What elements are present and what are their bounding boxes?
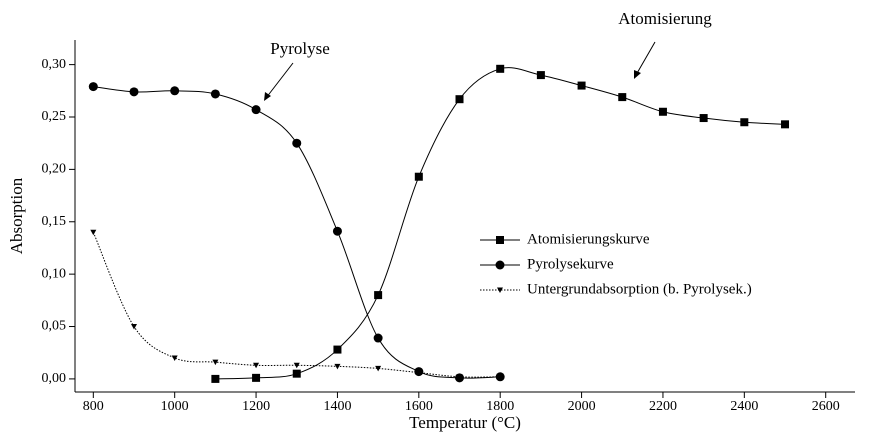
x-tick-label: 2000: [568, 399, 596, 414]
data-point: [292, 369, 301, 378]
data-point: [414, 172, 423, 181]
data-point: [497, 374, 504, 380]
data-point: [781, 120, 790, 129]
y-tick-label: 0,05: [42, 319, 67, 334]
data-point: [415, 370, 422, 376]
data-point: [618, 93, 627, 102]
legend-marker: [497, 287, 503, 293]
x-axis-label: Temperatur (°C): [409, 413, 521, 432]
series-line: [92, 232, 501, 378]
data-point: [496, 64, 505, 73]
data-point: [374, 291, 383, 300]
annotation-arrow: [265, 62, 294, 99]
data-point: [210, 89, 220, 99]
data-point: [292, 138, 302, 148]
legend-marker: [495, 260, 505, 270]
data-point: [455, 95, 464, 104]
series-line: [93, 86, 501, 379]
y-tick-label: 0,10: [42, 266, 67, 281]
data-point: [211, 374, 220, 383]
data-point: [334, 363, 341, 370]
annotation-arrowhead: [264, 92, 271, 101]
data-point: [699, 114, 708, 123]
data-point: [130, 324, 137, 330]
y-tick-label: 0,30: [42, 57, 67, 72]
x-tick-label: 1800: [486, 399, 514, 414]
legend-label: Untergrundabsorption (b. Pyrolysek.): [527, 281, 752, 297]
annotation-arrow: [635, 41, 656, 76]
data-point: [252, 373, 261, 382]
data-point: [170, 86, 180, 96]
x-tick-label: 1000: [161, 399, 189, 414]
data-point: [577, 81, 586, 90]
x-tick-label: 2200: [649, 399, 677, 414]
data-point: [90, 229, 97, 236]
data-point: [332, 226, 342, 236]
y-axis-label: Absorption: [7, 177, 26, 254]
x-tick-label: 1600: [405, 399, 433, 414]
data-point: [375, 365, 382, 372]
y-tick-label: 0,25: [42, 109, 67, 124]
data-point: [171, 355, 178, 361]
data-point: [88, 82, 98, 92]
x-tick-label: 2600: [812, 399, 840, 414]
y-tick-label: 0,20: [42, 162, 67, 177]
data-point: [253, 362, 260, 369]
legend-label: Atomisierungskurve: [527, 231, 650, 247]
series-line: [215, 67, 786, 380]
x-tick-label: 2400: [730, 399, 758, 414]
data-point: [293, 362, 300, 369]
data-point: [658, 107, 667, 116]
y-tick-label: 0,15: [42, 214, 67, 229]
data-point: [129, 87, 139, 97]
annotation: Pyrolyse: [270, 39, 330, 58]
x-tick-label: 800: [83, 399, 104, 414]
data-point: [333, 345, 342, 354]
annotation: Atomisierung: [618, 9, 712, 28]
y-tick-label: 0,00: [42, 371, 67, 386]
data-point: [212, 359, 219, 366]
legend-label: Pyrolysekurve: [527, 256, 614, 272]
data-point: [740, 118, 749, 127]
x-tick-label: 1400: [323, 399, 351, 414]
data-point: [373, 333, 383, 343]
legend-marker: [496, 236, 504, 244]
data-point: [251, 105, 261, 115]
annotation-arrowhead: [634, 70, 641, 79]
data-point: [536, 71, 545, 80]
x-tick-label: 1200: [242, 399, 270, 414]
data-point: [456, 374, 463, 380]
